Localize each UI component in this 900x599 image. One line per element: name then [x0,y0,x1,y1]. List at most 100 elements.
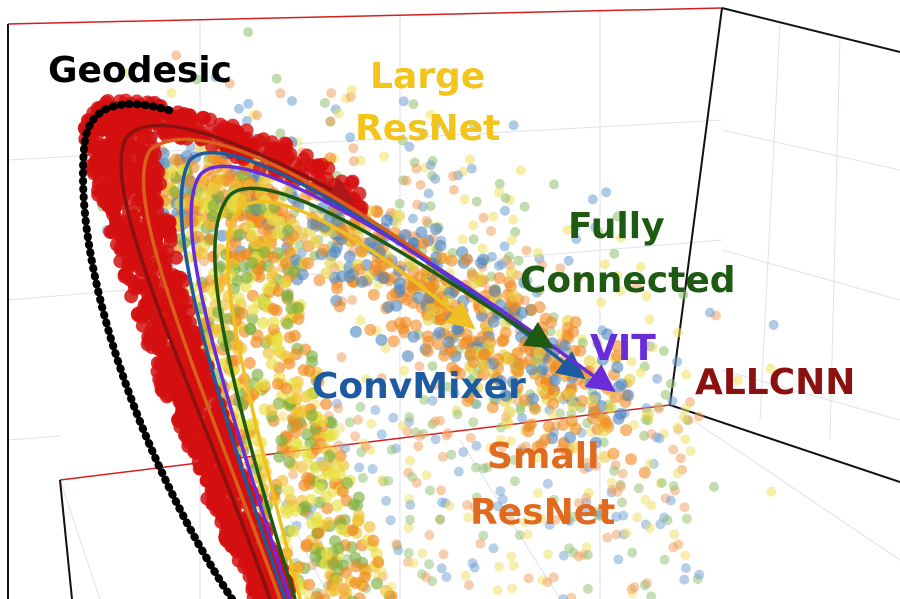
point [482,462,493,473]
point [765,363,776,374]
point [567,325,580,338]
point [275,434,288,447]
point [333,403,344,414]
point [494,375,507,388]
point [665,495,676,506]
point [446,449,457,460]
point [496,259,507,270]
point [704,307,715,318]
point [615,232,626,243]
point [331,499,344,512]
point [361,374,372,384]
point [610,349,623,362]
point [644,314,655,325]
point [625,453,637,466]
point [468,276,481,289]
point [267,251,280,264]
point [478,359,491,372]
point [348,143,359,154]
point [733,375,744,386]
point [606,477,617,488]
point [393,277,406,290]
vit-label: VIT [590,328,656,369]
point [463,390,476,403]
point [121,164,136,179]
point [306,350,318,363]
point [303,578,316,591]
point [229,541,244,556]
point [532,488,543,499]
point [171,50,182,61]
point [469,502,480,513]
point [256,317,269,329]
point [353,414,364,425]
point [419,395,430,405]
convmixer-label: ConvMixer [312,366,526,407]
point [308,236,321,249]
allcnn-label: ALLCNN [695,362,855,403]
large-resnet-label: ResNet [355,108,500,149]
point [595,509,606,519]
point [492,353,505,365]
point [109,211,124,226]
point [348,156,359,167]
point [467,356,480,368]
point [537,260,547,271]
point [536,384,549,396]
point [169,250,183,265]
point [471,492,482,503]
point [339,566,352,579]
point [570,422,582,435]
point [207,200,220,212]
large-resnet-path [225,199,476,599]
point [495,434,506,445]
point [601,187,612,198]
point [506,436,516,447]
point [198,454,213,469]
point [304,388,317,401]
point [183,175,196,188]
point [246,312,259,325]
point [672,356,683,367]
point [103,224,118,239]
point [239,280,252,293]
point [192,230,204,243]
point [423,188,434,199]
point [539,312,552,325]
point [587,412,599,425]
point [505,267,518,280]
point [262,334,275,347]
point [333,300,346,313]
point [408,558,419,569]
point [660,389,671,400]
point [295,461,308,473]
point [336,485,349,498]
point [566,592,577,599]
point [357,473,368,483]
point [477,348,490,361]
point [508,214,519,225]
point [271,378,284,390]
point [448,184,459,195]
point [162,224,177,239]
point [555,408,565,419]
point [435,514,446,525]
point [180,295,195,310]
point [322,516,335,529]
point [469,562,480,573]
point [289,446,301,459]
point [405,514,415,525]
point [432,338,444,351]
point [485,442,496,453]
point [405,455,416,466]
point [403,522,414,533]
point [328,470,341,483]
point [329,584,342,597]
point [672,468,683,479]
point [271,227,284,240]
point [468,234,479,245]
point [573,272,584,283]
point [370,405,381,416]
point [145,108,160,123]
point [658,346,669,356]
